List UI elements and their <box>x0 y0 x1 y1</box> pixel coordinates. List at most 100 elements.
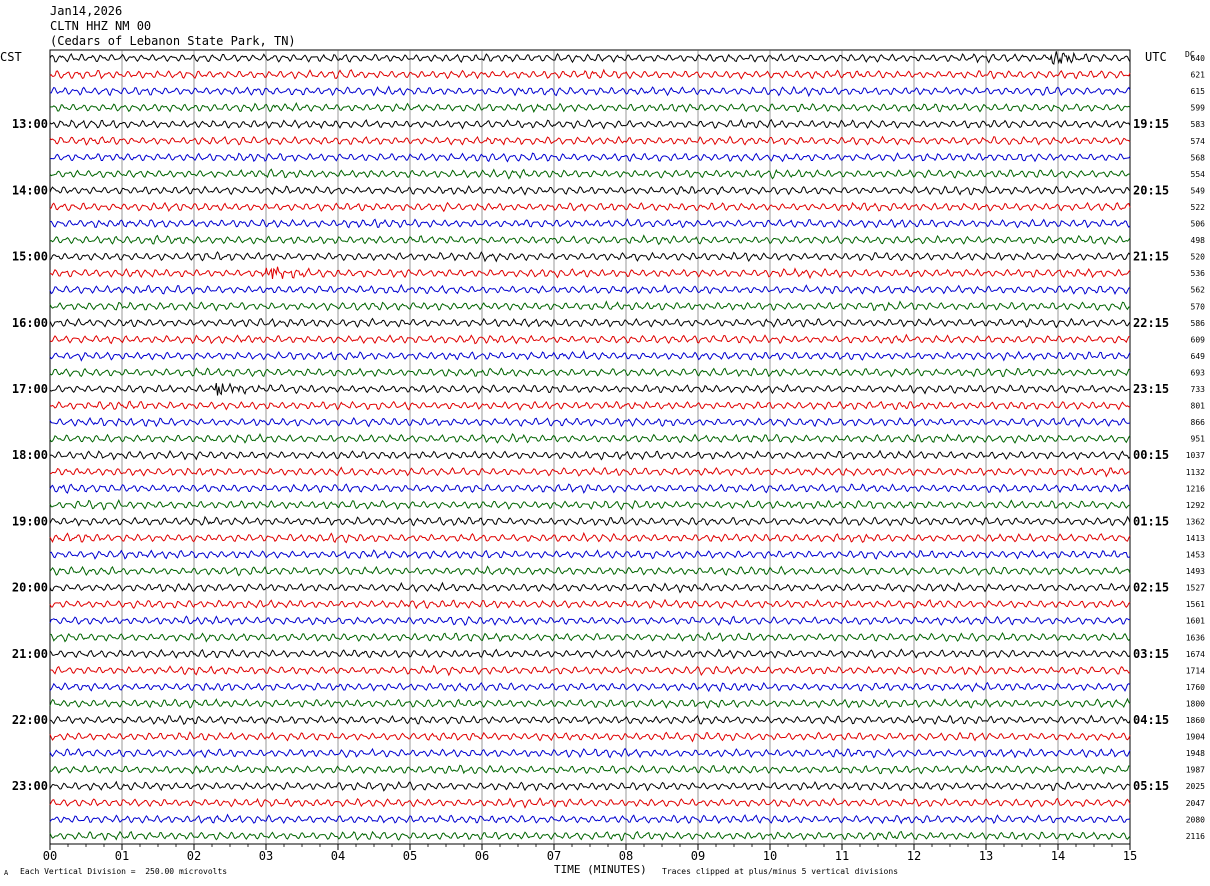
x-tick-label-14: 14 <box>1051 849 1065 863</box>
trace-43 <box>49 764 1131 775</box>
trace-45 <box>49 797 1131 809</box>
utc-hour-3: 22:15 <box>1133 316 1169 330</box>
dc-offset-30: 1453 <box>1186 551 1205 560</box>
x-tick-label-08: 08 <box>619 849 633 863</box>
trace-16 <box>49 317 1131 329</box>
trace-19 <box>49 367 1131 378</box>
dc-offset-11: 498 <box>1191 236 1206 245</box>
trace-14 <box>49 283 1131 296</box>
x-tick-label-13: 13 <box>979 849 993 863</box>
dc-header-label: DC <box>1185 50 1195 59</box>
x-tick-label-00: 00 <box>43 849 57 863</box>
dc-offset-9: 522 <box>1191 203 1206 212</box>
dc-offset-7: 554 <box>1191 170 1206 179</box>
x-tick-label-09: 09 <box>691 849 705 863</box>
utc-hour-1: 20:15 <box>1133 183 1169 197</box>
utc-hour-2: 21:15 <box>1133 250 1169 264</box>
utc-hour-4: 23:15 <box>1133 382 1169 396</box>
trace-12 <box>49 251 1131 263</box>
trace-31 <box>49 565 1131 577</box>
cst-axis-label: CST <box>0 50 22 64</box>
dc-offset-23: 951 <box>1191 435 1206 444</box>
dc-offset-37: 1714 <box>1186 666 1205 675</box>
trace-33 <box>49 598 1131 610</box>
dc-offset-36: 1674 <box>1186 650 1205 659</box>
trace-8 <box>49 185 1131 196</box>
dc-offset-24: 1037 <box>1186 451 1205 460</box>
dc-offset-14: 562 <box>1191 286 1206 295</box>
x-tick-label-01: 01 <box>115 849 129 863</box>
x-tick-label-06: 06 <box>475 849 489 863</box>
x-tick-label-11: 11 <box>835 849 849 863</box>
x-tick-label-10: 10 <box>763 849 777 863</box>
trace-44 <box>49 780 1131 792</box>
trace-38 <box>49 681 1131 693</box>
x-tick-label-03: 03 <box>259 849 273 863</box>
trace-13 <box>49 266 1131 280</box>
trace-39 <box>49 697 1131 709</box>
dc-offset-45: 2047 <box>1186 799 1205 808</box>
trace-3 <box>49 101 1131 113</box>
utc-hour-9: 04:15 <box>1133 713 1169 727</box>
trace-group <box>49 51 1131 842</box>
dc-offset-10: 506 <box>1191 220 1206 229</box>
cst-hour-1: 14:00 <box>12 183 48 197</box>
trace-20 <box>49 382 1131 396</box>
cst-hour-2: 15:00 <box>12 250 48 264</box>
dc-offset-28: 1362 <box>1186 517 1205 526</box>
trace-25 <box>49 466 1131 478</box>
utc-axis-label: UTC <box>1145 50 1167 64</box>
trace-7 <box>49 168 1131 180</box>
dc-offset-31: 1493 <box>1186 567 1205 576</box>
trace-18 <box>49 349 1131 362</box>
trace-42 <box>49 747 1131 759</box>
dc-offset-38: 1760 <box>1186 683 1205 692</box>
utc-hour-10: 05:15 <box>1133 779 1169 793</box>
trace-21 <box>49 400 1131 411</box>
dc-offset-34: 1601 <box>1186 617 1205 626</box>
trace-10 <box>49 218 1131 229</box>
dc-offset-22: 866 <box>1191 418 1206 427</box>
x-tick-label-02: 02 <box>187 849 201 863</box>
trace-17 <box>49 333 1130 345</box>
cst-hour-9: 22:00 <box>12 713 48 727</box>
trace-35 <box>49 631 1131 643</box>
dc-offset-6: 568 <box>1191 153 1206 162</box>
trace-22 <box>49 417 1131 428</box>
trace-40 <box>49 714 1131 725</box>
trace-1 <box>49 68 1131 80</box>
trace-30 <box>49 549 1131 560</box>
dc-offset-26: 1216 <box>1186 484 1205 493</box>
dc-offset-33: 1561 <box>1186 600 1205 609</box>
dc-offset-5: 574 <box>1191 137 1206 146</box>
dc-offset-47: 2116 <box>1186 832 1205 841</box>
dc-offset-20: 733 <box>1191 385 1206 394</box>
cst-hour-3: 16:00 <box>12 316 48 330</box>
cst-hour-10: 23:00 <box>12 779 48 793</box>
cst-hour-5: 18:00 <box>12 448 48 462</box>
plot-frame <box>49 49 1131 845</box>
dc-offset-12: 520 <box>1191 253 1206 262</box>
dc-offset-4: 583 <box>1191 120 1206 129</box>
trace-9 <box>49 201 1131 213</box>
x-axis-title: TIME (MINUTES) <box>554 863 647 876</box>
trace-29 <box>49 531 1131 544</box>
utc-hour-8: 03:15 <box>1133 647 1169 661</box>
trace-28 <box>49 515 1131 527</box>
dc-offset-1: 621 <box>1191 71 1206 80</box>
trace-36 <box>49 648 1131 660</box>
cst-hour-7: 20:00 <box>12 581 48 595</box>
utc-hour-7: 02:15 <box>1133 581 1169 595</box>
trace-46 <box>49 813 1131 825</box>
x-tick-label-05: 05 <box>403 849 417 863</box>
dc-offset-8: 549 <box>1191 186 1206 195</box>
minute-gridlines <box>49 49 1131 850</box>
trace-6 <box>49 152 1131 163</box>
dc-offset-16: 586 <box>1191 319 1206 328</box>
station-label: CLTN HHZ NM 00 <box>50 19 152 33</box>
dc-offset-44: 2025 <box>1186 782 1205 791</box>
dc-offset-17: 609 <box>1191 335 1206 344</box>
dc-offset-2: 615 <box>1191 87 1206 96</box>
scale-note: Each Vertical Division = 250.00 microvol… <box>20 867 228 876</box>
